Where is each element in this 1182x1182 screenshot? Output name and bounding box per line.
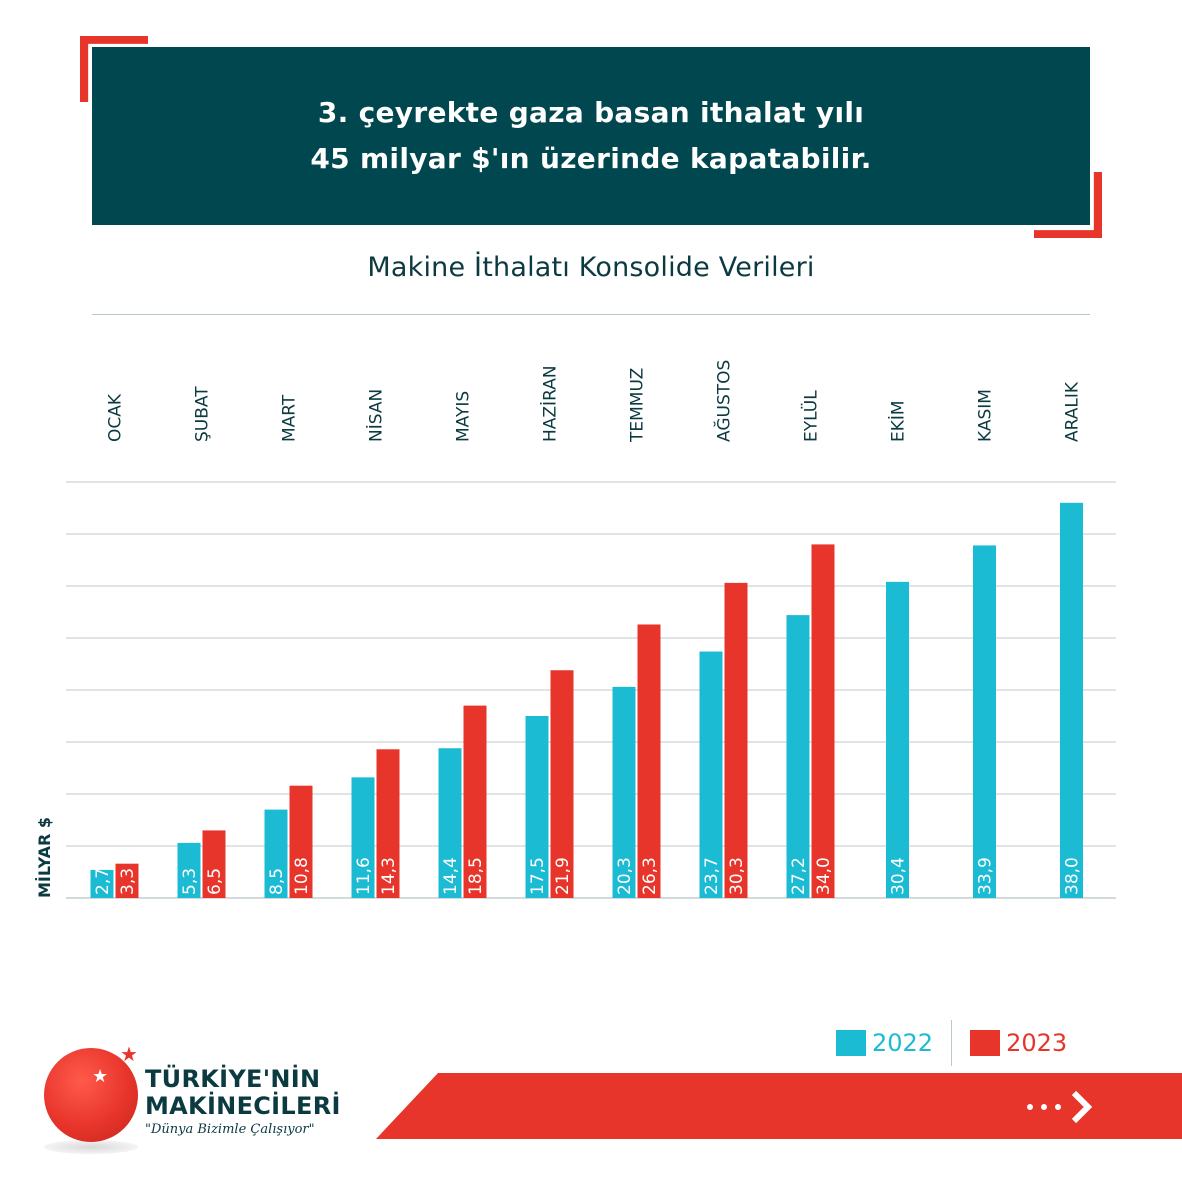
bar-2022-eylül	[786, 615, 810, 898]
bars	[90, 502, 1083, 898]
bar-2022-mayis	[438, 748, 462, 898]
legend-label-2022: 2022	[872, 1029, 934, 1057]
logo-text: TÜRKİYE'NİN MAKİNECİLERİ "Dünya Bizimle …	[145, 1065, 341, 1138]
month-label-ağustos: AĞUSTOS	[713, 360, 735, 442]
bar-2023-temmuz	[637, 624, 661, 898]
legend-item-2022: 2022	[836, 1029, 933, 1057]
month-label-ocak: OCAK	[106, 393, 126, 442]
month-label-temmuz: TEMMUZ	[628, 368, 648, 443]
value-label-2023-mayis: 18,5	[466, 857, 486, 895]
y-axis-label: MİLYAR $	[35, 817, 54, 898]
legend-label-2023: 2023	[1006, 1029, 1068, 1057]
dots-chevron-right-icon[interactable]	[1022, 1087, 1102, 1127]
value-label-2022-mayis: 14,4	[441, 857, 461, 895]
value-label-2022-şubat: 5,3	[180, 868, 200, 895]
chart-title: Makine İthalatı Konsolide Verileri	[367, 252, 815, 283]
value-label-2023-ni̇san: 14,3	[379, 857, 399, 895]
value-label-2022-ağustos: 23,7	[702, 857, 722, 895]
bar-2023-ni̇san	[376, 749, 400, 898]
value-label-2023-mart: 10,8	[292, 857, 312, 895]
value-label-2022-temmuz: 20,3	[615, 857, 635, 895]
bar-2023-eylül	[811, 544, 835, 898]
logo-slogan: "Dünya Bizimle Çalışıyor"	[145, 1122, 315, 1137]
month-label-şubat: ŞUBAT	[193, 386, 213, 442]
bar-2022-ağustos	[699, 651, 723, 898]
bar-2022-hazi̇ran	[525, 716, 549, 898]
value-label-2022-eki̇m: 30,4	[889, 857, 909, 895]
month-label-mayis: MAYIS	[454, 391, 474, 442]
footer-band	[376, 1073, 1182, 1139]
bar-2022-eki̇m	[886, 581, 909, 898]
headline-box: 3. çeyrekte gaza basan ithalat yılı 45 m…	[92, 47, 1090, 225]
title-divider	[92, 314, 1090, 315]
logo-shadow	[44, 1140, 138, 1154]
headline-line-1: 3. çeyrekte gaza basan ithalat yılı	[317, 96, 865, 129]
month-labels: OCAK ŞUBAT MART NİSAN MAYIS HAZİRAN TEMMUZ AĞUS…	[106, 360, 1083, 443]
legend: 2022 2023	[836, 1020, 1067, 1066]
value-label-2022-hazi̇ran: 17,5	[528, 857, 548, 895]
bar-2023-mayis	[463, 705, 487, 898]
legend-swatch-2022	[836, 1030, 866, 1056]
bar-2023-şubat	[202, 830, 226, 898]
bar-2022-ocak	[90, 869, 114, 898]
bar-2022-mart	[264, 809, 288, 898]
value-label-2022-ocak: 2,7	[93, 868, 113, 895]
legend-item-2023: 2023	[970, 1029, 1067, 1057]
bar-chart: OCAK ŞUBAT MART NİSAN MAYIS HAZİRAN TEMMUZ AĞUS…	[35, 360, 1116, 899]
logo-circle	[44, 1048, 138, 1142]
month-label-eylül: EYLÜL	[800, 390, 822, 442]
bar-2022-ni̇san	[351, 777, 375, 898]
month-label-mart: MART	[280, 394, 300, 442]
month-label-ni̇san: NİSAN	[366, 389, 387, 442]
bar-2023-ağustos	[724, 582, 748, 898]
month-label-eki̇m: EKİM	[888, 400, 909, 442]
star-icon: ★	[120, 1042, 138, 1066]
bar-2023-ocak	[115, 863, 139, 898]
logo-line-1: TÜRKİYE'NİN	[145, 1065, 321, 1093]
month-label-kasim: KASIM	[976, 389, 996, 442]
value-label-2022-mart: 8,5	[267, 868, 287, 895]
value-label-2023-eylül: 34,0	[814, 857, 834, 895]
value-label-2023-temmuz: 26,3	[640, 857, 660, 895]
value-label-2023-şubat: 6,5	[205, 868, 225, 895]
value-label-2022-ni̇san: 11,6	[354, 857, 374, 895]
value-label-2023-ocak: 3,3	[118, 868, 138, 895]
bar-2022-aralik	[1060, 502, 1083, 898]
value-label-2023-hazi̇ran: 21,9	[553, 857, 573, 895]
value-label-2022-aralik: 38,0	[1063, 857, 1083, 895]
legend-swatch-2023	[970, 1030, 1001, 1056]
star-icon: ★	[92, 1066, 109, 1087]
value-label-2023-ağustos: 30,3	[727, 857, 747, 895]
bar-2023-mart	[289, 785, 313, 898]
bar-2022-kasim	[973, 545, 996, 898]
bar-2022-şubat	[177, 842, 201, 898]
bar-2022-temmuz	[612, 686, 636, 898]
legend-separator	[951, 1020, 953, 1066]
value-label-2022-eylül: 27,2	[789, 857, 809, 895]
logo-line-2: MAKİNECİLERİ	[145, 1092, 341, 1120]
month-label-hazi̇ran: HAZİRAN	[540, 365, 561, 442]
value-labels: 2,7 3,3 5,3 6,5 8,5 10,8 11,6 14,3 14,4 18,5 17,5 2…	[93, 857, 1083, 895]
month-label-aralik: ARALIK	[1063, 381, 1083, 442]
headline-line-2: 45 milyar $'ın üzerinde kapatabilir.	[310, 142, 872, 175]
value-label-2022-kasim: 33,9	[976, 857, 996, 895]
grid-lines	[66, 481, 1116, 899]
bar-2023-hazi̇ran	[550, 670, 574, 898]
